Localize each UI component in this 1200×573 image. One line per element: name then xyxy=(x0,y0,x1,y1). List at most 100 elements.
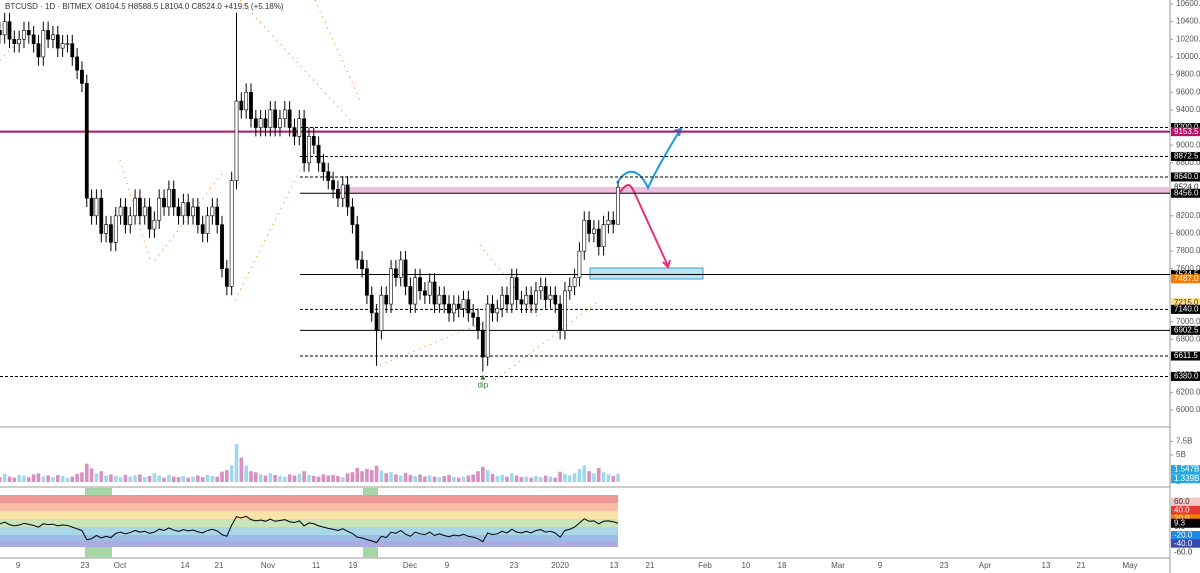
volume-bar xyxy=(200,477,205,482)
candle-body xyxy=(26,30,31,36)
candle-body xyxy=(220,224,224,270)
volume-bar xyxy=(524,476,529,482)
price-badge-label: 1.339B xyxy=(1174,474,1199,483)
y-tick-label: 9600.0 xyxy=(1176,87,1200,96)
price-badge xyxy=(1171,371,1200,381)
candle-body xyxy=(572,277,577,287)
volume-bar xyxy=(191,476,195,482)
y-tick-label: 10000.0 xyxy=(1176,52,1200,61)
price-badge-label: 7140.0 xyxy=(1174,304,1199,313)
volume-bar xyxy=(31,474,36,482)
candle-body xyxy=(601,224,606,248)
candle-body xyxy=(268,109,273,128)
candle-body xyxy=(89,197,94,217)
candle-body xyxy=(495,308,500,314)
y-tick-label: 7000.0 xyxy=(1176,317,1200,326)
y-tick-label: 7.5B xyxy=(1176,436,1192,445)
x-tick-label: 11 xyxy=(312,561,321,570)
price-badge-label: 8524.0 xyxy=(1174,182,1199,191)
volume-bar xyxy=(403,472,408,482)
price-badge xyxy=(1171,298,1200,308)
volume-bar xyxy=(292,475,297,482)
volume-bar xyxy=(297,473,302,482)
candle-body xyxy=(616,186,620,225)
volume-bar xyxy=(442,476,446,482)
x-tick-label: Feb xyxy=(698,561,712,570)
candle-body xyxy=(80,69,84,84)
candle-body xyxy=(360,259,364,270)
volume-bar xyxy=(22,476,26,482)
volume-bar xyxy=(394,474,398,482)
candle-body xyxy=(302,118,307,164)
candle-body xyxy=(480,330,485,358)
volume-bar xyxy=(500,474,504,482)
volume-bar xyxy=(157,475,162,482)
price-badge-label: 9153.5 xyxy=(1174,127,1199,136)
candle-body xyxy=(138,197,142,217)
dip-marker xyxy=(480,374,486,380)
candle-body xyxy=(195,206,200,225)
volume-bar xyxy=(176,477,181,482)
candle-body xyxy=(84,83,89,199)
x-tick-label: 23 xyxy=(510,561,519,570)
candle-body xyxy=(75,56,80,71)
candle-body xyxy=(442,294,447,305)
volume-bar xyxy=(476,471,480,482)
price-badge-label: 7487.0 xyxy=(1174,274,1199,283)
volume-bar xyxy=(326,475,331,482)
candle-body xyxy=(292,127,297,137)
price-badge xyxy=(1171,188,1200,198)
x-tick-label: Mar xyxy=(831,561,845,570)
volume-bar xyxy=(113,476,118,482)
volume-bar xyxy=(534,476,538,482)
volume-bar xyxy=(46,475,50,482)
volume-bar xyxy=(481,466,485,482)
candle-body xyxy=(500,294,505,309)
volume-bar xyxy=(538,477,543,482)
candle-body xyxy=(418,277,422,292)
y-tick-label: 8000.0 xyxy=(1176,229,1200,238)
candle-body xyxy=(393,268,398,278)
volume-bar xyxy=(423,476,427,482)
x-tick-label: Apr xyxy=(979,561,992,570)
volume-bar xyxy=(0,477,2,482)
price-badge-label: 6380.0 xyxy=(1174,372,1199,381)
price-badge-label: 6611.5 xyxy=(1174,351,1198,360)
volume-bar xyxy=(65,477,70,482)
candle-body xyxy=(427,281,432,296)
volume-bar xyxy=(41,476,46,482)
candle-body xyxy=(558,303,563,331)
candle-body xyxy=(529,294,534,305)
candle-body xyxy=(104,224,108,234)
volume-bar xyxy=(572,473,577,482)
price-badge-label: 8872.5 xyxy=(1174,152,1199,161)
volume-bar xyxy=(567,475,572,482)
candle-body xyxy=(162,197,166,208)
volume-bar xyxy=(456,477,461,482)
volume-bar xyxy=(563,473,567,482)
price-badge-label: 9.3 xyxy=(1174,518,1186,527)
candle-body xyxy=(60,43,65,49)
x-tick-label: Nov xyxy=(261,561,275,570)
volume-bar xyxy=(287,474,292,482)
candle-body xyxy=(374,312,379,331)
y-tick-label: 7800.0 xyxy=(1176,246,1200,255)
volume-bar xyxy=(225,470,229,482)
volume-bar xyxy=(543,475,548,482)
price-badge xyxy=(1171,530,1200,540)
volume-bar xyxy=(142,477,147,482)
volume-bar xyxy=(374,465,379,482)
candle-body xyxy=(94,197,99,217)
candle-body xyxy=(408,286,413,305)
candle-body xyxy=(166,189,171,208)
candle-body xyxy=(253,118,258,128)
price-badge xyxy=(1171,505,1200,515)
x-tick-label: 13 xyxy=(1042,561,1051,570)
x-tick-label: 23 xyxy=(940,561,949,570)
candle-body xyxy=(345,184,350,208)
volume-bar xyxy=(350,472,355,482)
candle-body xyxy=(171,189,176,208)
price-badge xyxy=(1171,547,1200,557)
candle-body xyxy=(379,294,384,331)
